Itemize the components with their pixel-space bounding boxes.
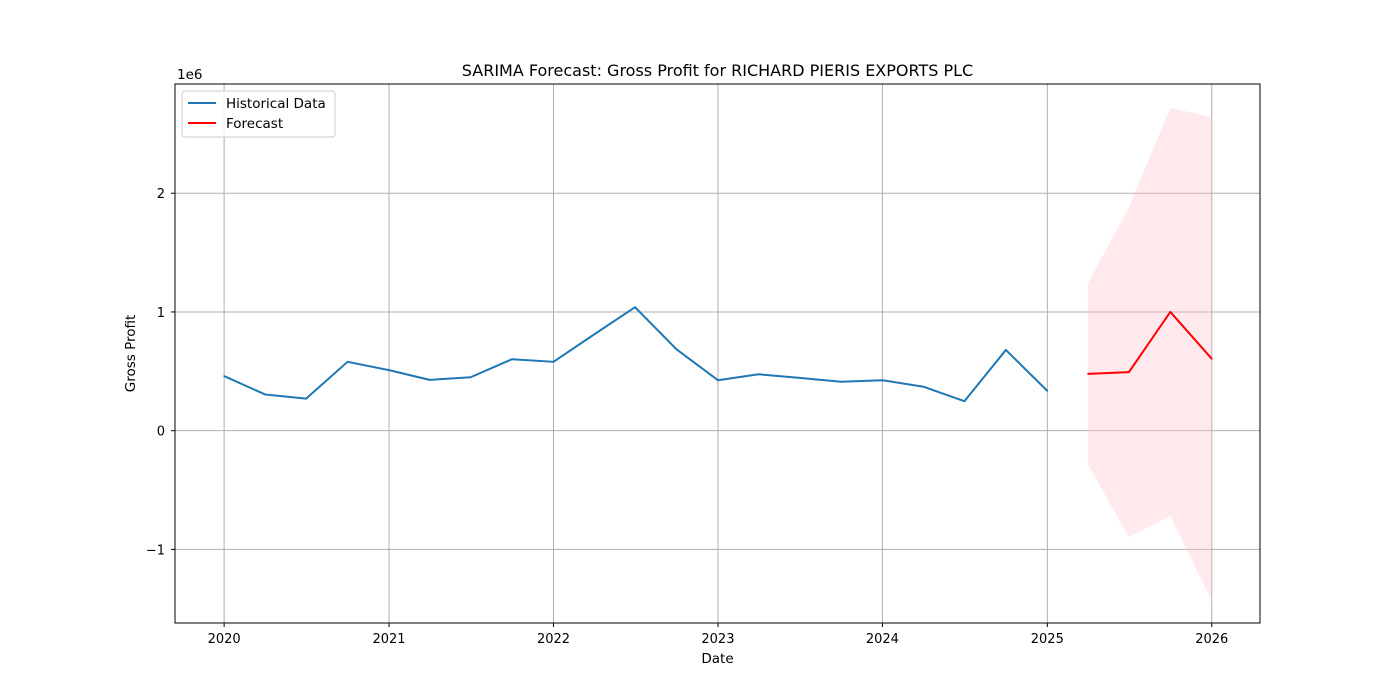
data-point bbox=[881, 379, 884, 382]
x-tick-label: 2021 bbox=[372, 632, 405, 647]
confidence-band-layer bbox=[1087, 107, 1212, 601]
y-tick-label: 1 bbox=[157, 306, 165, 321]
data-point bbox=[305, 397, 307, 400]
legend: Historical Data Forecast bbox=[181, 90, 336, 138]
data-point bbox=[1087, 373, 1089, 375]
data-point bbox=[922, 385, 925, 388]
x-tick-label: 2023 bbox=[701, 632, 734, 647]
data-point bbox=[1005, 349, 1007, 351]
data-point bbox=[675, 348, 678, 351]
x-axis-label: Date bbox=[701, 651, 733, 667]
y-tick-label: −1 bbox=[146, 543, 165, 558]
y-axis-label: Gross Profit bbox=[123, 315, 139, 393]
data-point bbox=[1046, 390, 1049, 392]
x-tick-label: 2020 bbox=[208, 632, 241, 647]
data-point bbox=[717, 379, 719, 382]
confidence-band bbox=[1087, 107, 1212, 601]
legend-box bbox=[181, 90, 336, 138]
series-line-1 bbox=[1087, 310, 1213, 375]
data-point bbox=[1128, 371, 1130, 373]
x-tick-label: 2024 bbox=[866, 632, 899, 647]
data-point bbox=[388, 369, 390, 371]
data-point bbox=[963, 400, 966, 403]
data-point bbox=[223, 375, 225, 377]
data-point bbox=[757, 373, 760, 376]
y-axis-offset-text: 1e6 bbox=[177, 67, 202, 83]
legend-label-forecast: Forecast bbox=[226, 116, 283, 132]
legend-label-historical: Historical Data bbox=[226, 96, 326, 112]
x-axis: 2020 2021 2022 2023 2024 2025 2026 bbox=[208, 623, 1228, 647]
data-point bbox=[469, 376, 472, 379]
y-tick-label: 2 bbox=[157, 187, 165, 202]
data-point bbox=[798, 377, 801, 379]
data-point bbox=[1210, 358, 1213, 360]
y-tick-label: 0 bbox=[157, 425, 165, 440]
data-point bbox=[634, 306, 636, 308]
data-point bbox=[511, 358, 513, 360]
x-tick-label: 2025 bbox=[1031, 632, 1064, 647]
data-point bbox=[840, 380, 842, 383]
data-point bbox=[552, 361, 555, 363]
chart-title: SARIMA Forecast: Gross Profit for RICHAR… bbox=[462, 61, 973, 80]
data-point bbox=[346, 361, 349, 363]
x-tick-label: 2026 bbox=[1195, 632, 1228, 647]
data-point bbox=[1169, 311, 1172, 313]
data-point bbox=[264, 393, 266, 396]
grid bbox=[175, 84, 1260, 623]
x-tick-label: 2022 bbox=[537, 632, 570, 647]
data-point bbox=[593, 333, 595, 336]
data-point bbox=[428, 379, 431, 381]
y-axis: −1 0 1 2 bbox=[146, 187, 175, 558]
series-layer bbox=[223, 306, 1213, 403]
